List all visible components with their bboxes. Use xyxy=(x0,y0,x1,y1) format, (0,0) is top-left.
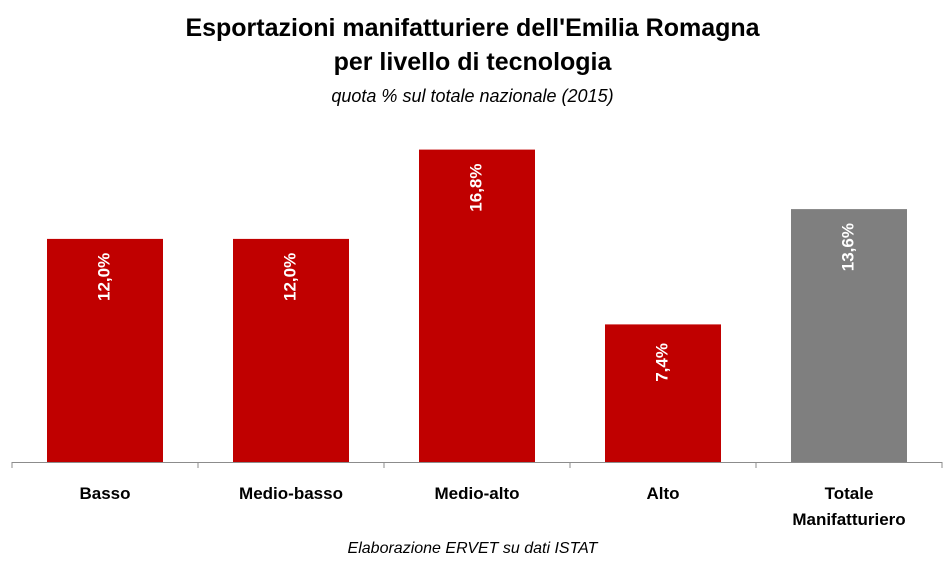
bar-0 xyxy=(47,238,163,462)
chart-title-line-2: per livello di tecnologia xyxy=(333,48,612,76)
bar-3 xyxy=(605,324,721,462)
category-label-4-line-0: Totale xyxy=(825,484,874,503)
category-label-2: Medio-alto xyxy=(435,484,520,503)
bar-value-label-0: 12,0% xyxy=(94,253,113,301)
bar-value-label-1: 12,0% xyxy=(280,253,299,301)
category-label-4-line-1: Manifatturiero xyxy=(792,510,905,529)
bar-2 xyxy=(419,149,535,462)
category-label-3: Alto xyxy=(646,484,679,503)
bar-1 xyxy=(233,238,349,462)
bar-4 xyxy=(791,209,907,462)
bar-value-label-3: 7,4% xyxy=(652,343,671,382)
chart-title-line-1: Esportazioni manifatturiere dell'Emilia … xyxy=(185,14,760,42)
bar-value-label-4: 13,6% xyxy=(838,223,857,271)
category-label-1: Medio-basso xyxy=(239,484,343,503)
source-note: Elaborazione ERVET su dati ISTAT xyxy=(347,540,598,557)
chart-subtitle: quota % sul totale nazionale (2015) xyxy=(331,86,614,106)
bar-value-label-2: 16,8% xyxy=(466,164,485,212)
category-label-0: Basso xyxy=(79,484,130,503)
